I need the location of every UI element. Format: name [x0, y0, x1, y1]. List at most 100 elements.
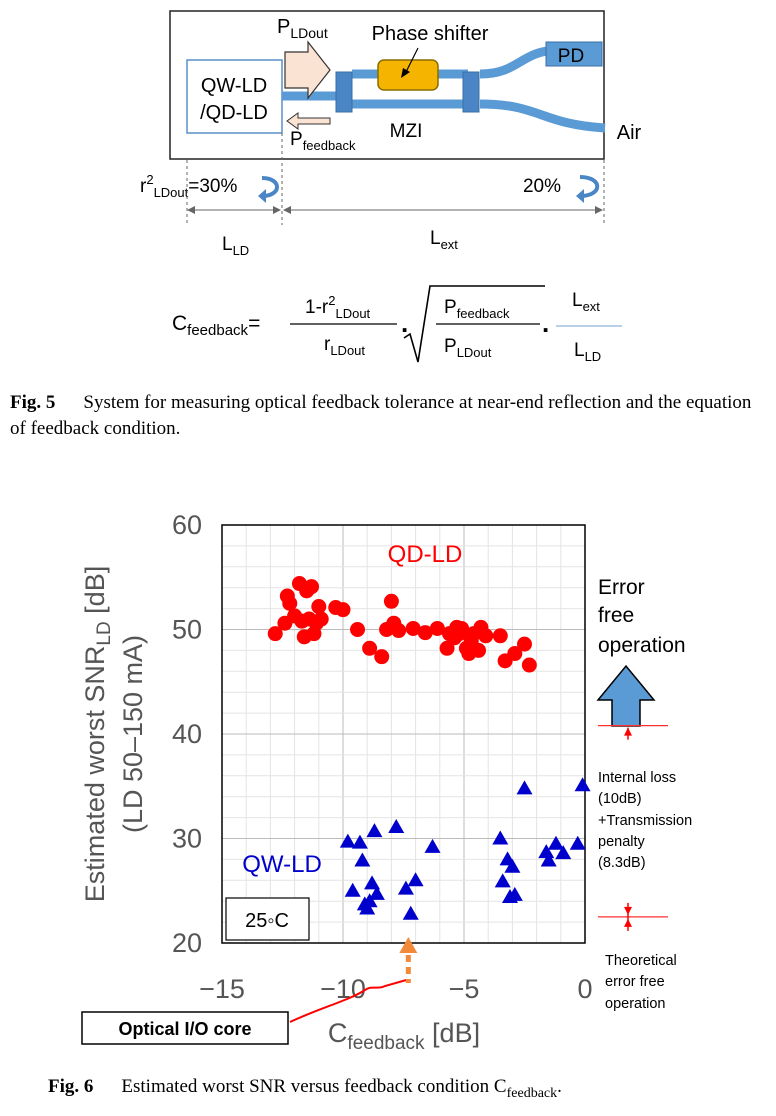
qw-ld-point [344, 882, 361, 897]
plot-frame [221, 524, 586, 944]
qw-ld-point [540, 852, 557, 867]
qw-ld-point [424, 838, 441, 853]
qd-ld-point [311, 599, 327, 615]
svg-text:Pfeedback: Pfeedback [444, 297, 510, 321]
chart-ticks: −15 −10 −5 0 20 30 40 50 60 [172, 510, 593, 1004]
qw-ld-point [516, 780, 533, 795]
l-ext-label: Lext [430, 228, 458, 252]
temperature-label: 25◦C [245, 910, 289, 932]
qw-ld-point [492, 830, 509, 845]
loss-arrow-bottom-head-down [624, 906, 632, 915]
qw-ld-point [388, 819, 405, 834]
y-axis-label-line2: (LD 50–150 mA) [118, 635, 148, 833]
system-enclosure [169, 10, 605, 160]
y-tick-label: 20 [172, 928, 202, 958]
x-tick-label: −5 [449, 974, 480, 1004]
x-tick-label: −10 [320, 974, 366, 1004]
ld-box-line1: QW-LD [201, 75, 267, 97]
qd-ld-point [517, 636, 532, 652]
svg-text:(10dB): (10dB) [598, 791, 642, 807]
qw-ld-point [359, 900, 376, 915]
error-free-annotation: Error free operation [596, 576, 686, 727]
internal-loss-annotation: Internal loss (10dB) +Transmission penal… [598, 770, 692, 871]
chart-points [267, 576, 591, 920]
fig6-caption: Fig. 6 Estimated worst SNR versus feedbac… [48, 1074, 768, 1107]
optical-io-box [81, 1011, 289, 1045]
pd-box [545, 41, 603, 67]
error-free-line2: free [598, 604, 634, 627]
phase-shifter-block [377, 59, 439, 91]
qw-ld-point [397, 880, 414, 895]
phase-shifter-label: Phase shifter [372, 23, 489, 45]
qw-ld-point [407, 872, 424, 887]
y-tick-label: 60 [172, 510, 202, 540]
level-lines [598, 725, 668, 931]
qd-ld-point [383, 593, 399, 609]
y-axis-label: Estimated worst SNRLD [dB] [80, 566, 115, 902]
dimension-lines [186, 133, 605, 225]
feedback-equation: Cfeedback= 1-r2LDout rLDout . Pfeedback … [172, 285, 622, 364]
qd-ld-point [362, 640, 378, 656]
optical-io-marker [399, 937, 418, 953]
qd-ld-point [304, 579, 320, 595]
p-ldout-label: PLDout [277, 16, 328, 41]
qw-ld-point [506, 886, 523, 901]
svg-text:penalty: penalty [598, 834, 646, 850]
reflect-right-icon [579, 175, 600, 198]
x-tick-label: 0 [577, 974, 592, 1004]
fig5-diagram: QW-LD /QD-LD Phase shifter PD Air MZI PL… [140, 10, 642, 364]
qd-ld-point [439, 640, 455, 656]
fig5-caption-text: System for measuring optical feedback to… [10, 392, 752, 439]
fig6-caption-label: Fig. 6 [48, 1076, 94, 1097]
qd-ld-point [429, 620, 445, 636]
svg-text:Cfeedback=: Cfeedback= [172, 312, 260, 339]
temperature-box [225, 897, 310, 941]
error-free-line3: operation [598, 634, 686, 657]
theoretical-annotation: Theoretical error free operation [605, 953, 677, 1012]
qd-ld-point [471, 642, 487, 658]
qd-ld-point [454, 620, 470, 636]
qd-ld-point [313, 611, 329, 627]
qw-ld-point [504, 858, 521, 873]
qd-ld-point [405, 620, 421, 636]
loss-arrow-top-head [624, 727, 632, 736]
fig6-caption-text: Estimated worst SNR versus feedback cond… [121, 1076, 507, 1097]
loss-arrow-bottom-head-up [624, 918, 632, 927]
fig5-caption: Fig. 5 System for measuring optical feedb… [10, 390, 768, 442]
fig6-caption-end: . [557, 1076, 562, 1097]
qw-ld-point [366, 823, 383, 838]
y-tick-label: 50 [172, 615, 202, 645]
mzi-coupler-right [462, 71, 480, 113]
qw-ld-point [547, 835, 564, 850]
mzi-coupler-left [335, 71, 353, 113]
qd-ld-point [267, 626, 283, 642]
reflect-right-label: 20% [523, 176, 561, 197]
svg-text:Theoretical: Theoretical [605, 953, 677, 969]
ld-box [186, 59, 283, 134]
qd-ld-point [335, 602, 351, 618]
svg-text:.: . [401, 308, 408, 338]
qw-ld-point [402, 905, 419, 920]
error-free-up-arrow [596, 664, 656, 727]
qw-ld-point [555, 845, 572, 860]
qd-ld-point [478, 628, 494, 644]
qw-ld-point [574, 777, 591, 792]
ld-box-line2: /QD-LD [200, 102, 268, 124]
mzi-label: MZI [390, 121, 423, 142]
qw-ld-point [364, 875, 381, 890]
qd-ld-point [507, 646, 523, 662]
error-free-line1: Error [598, 576, 645, 599]
pd-label: PD [558, 46, 584, 67]
air-label: Air [617, 122, 642, 144]
qd-ld-point [374, 649, 390, 665]
qw-ld-point [569, 835, 586, 850]
svg-text:rLDout: rLDout [324, 334, 365, 358]
qw-ld-point [538, 844, 555, 859]
y-tick-label: 30 [172, 824, 202, 854]
p-ldout-arrow [284, 40, 331, 100]
qw-ld-point [339, 833, 356, 848]
optical-io-callout: Optical I/O core [81, 937, 418, 1045]
qw-ld-point [368, 885, 385, 900]
fig6-caption-sub: feedback [506, 1085, 558, 1101]
qd-ld-point [521, 657, 537, 673]
